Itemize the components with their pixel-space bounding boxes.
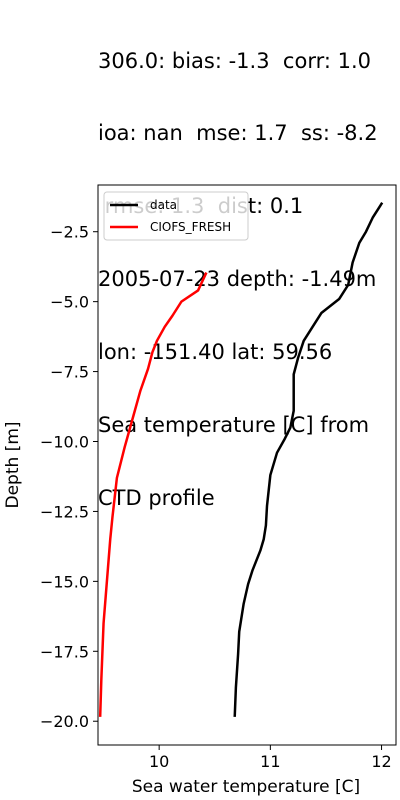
y-tick-label: −15.0 [40, 572, 89, 591]
plot-area [98, 202, 384, 717]
y-axis-label: Depth [m] [3, 421, 23, 508]
x-tick-label: 10 [149, 752, 169, 771]
title-line: Sea temperature [C] from [98, 413, 370, 438]
x-axis-label: Sea water temperature [C] [132, 777, 360, 797]
plot-frame [97, 184, 397, 746]
y-tick-label: −7.5 [50, 363, 89, 382]
series-line-0 [233, 202, 384, 717]
y-tick-label: −12.5 [40, 502, 89, 521]
legend-label: CIOFS_FRESH [150, 220, 231, 234]
y-tick-label: −2.5 [50, 223, 89, 242]
y-tick-label: −17.5 [40, 642, 89, 661]
title-line: CTD profile [98, 485, 215, 510]
x-tick-label: 11 [260, 752, 280, 771]
legend-box [103, 191, 249, 241]
title-line: ioa: nan mse: 1.7 ss: -8.2 [98, 121, 378, 146]
series-line-1 [98, 272, 208, 717]
title-line: 306.0: bias: -1.3 corr: 1.0 [98, 48, 371, 73]
legend: data CIOFS_FRESH [103, 191, 249, 241]
y-tick-label: −20.0 [40, 712, 89, 731]
y-tick-label: −10.0 [40, 433, 89, 452]
axes: 10 11 12 −2.5 −5.0 −7.5 −10.0 −12.5 −15.0 −17.5 −2… [40, 184, 397, 771]
y-tick-label: −5.0 [50, 293, 89, 312]
x-tick-label: 12 [371, 752, 391, 771]
legend-label: data [150, 198, 177, 212]
